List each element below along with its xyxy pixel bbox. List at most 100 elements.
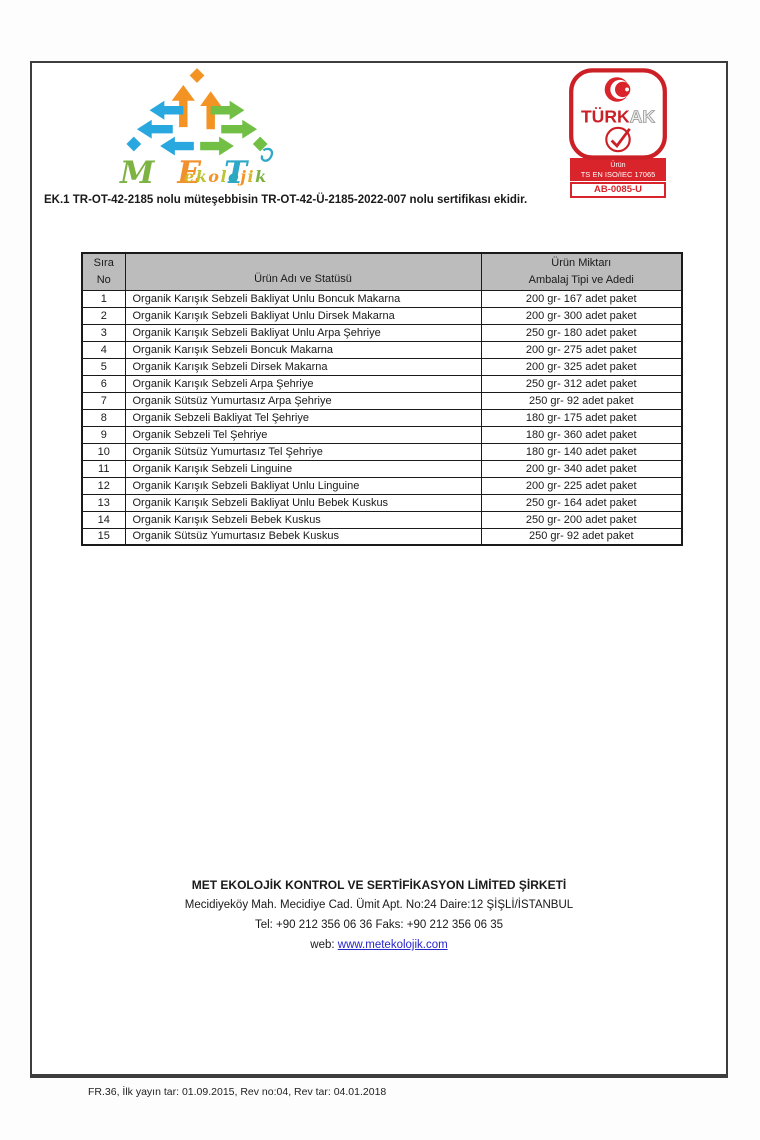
table-row: 9 Organik Sebzeli Tel Şehriye 180 gr- 360 …: [81, 425, 683, 444]
table-row: 11 Organik Karışık Sebzeli Linguine 200 gr…: [81, 459, 683, 478]
product-qty-cell: 200 gr- 275 adet paket: [480, 340, 683, 359]
row-number-cell: 11: [81, 459, 126, 478]
company-name: MET EKOLOJİK KONTROL VE SERTİFİKASYON Lİ…: [191, 878, 567, 892]
header-miktar-line2: Ambalaj Tipi ve Adedi: [528, 273, 634, 286]
product-qty-cell: 200 gr- 325 adet paket: [480, 357, 683, 376]
row-number-cell: 6: [81, 374, 126, 393]
product-name-cell: Organik Karışık Sebzeli Bakliyat Unlu Ar…: [124, 323, 482, 342]
row-number-cell: 13: [81, 493, 126, 512]
product-name-cell: Organik Sütsüz Yumurtasız Arpa Şehriye: [124, 391, 482, 410]
product-name-cell: Organik Sütsüz Yumurtasız Tel Şehriye: [124, 442, 482, 461]
product-qty-cell: 250 gr- 312 adet paket: [480, 374, 683, 393]
header-no: No: [96, 273, 111, 286]
row-number-cell: 5: [81, 357, 126, 376]
row-number-cell: 4: [81, 340, 126, 359]
met-tagline: ekolojik: [184, 167, 268, 186]
table-row: 5 Organik Karışık Sebzeli Dirsek Makarna 2…: [81, 357, 683, 376]
company-address: Mecidiyeköy Mah. Mecidiye Cad. Ümit Apt.…: [184, 899, 574, 911]
website-link[interactable]: www.metekolojik.com: [337, 939, 448, 951]
table-row: 7 Organik Sütsüz Yumurtasız Arpa Şehriye 2…: [81, 391, 683, 410]
product-name-cell: Organik Sütsüz Yumurtasız Bebek Kuskus: [124, 527, 482, 546]
product-qty-cell: 250 gr- 92 adet paket: [480, 527, 683, 546]
table-row: 13 Organik Karışık Sebzeli Bakliyat Unlu …: [81, 493, 683, 512]
logo-letter: k: [195, 167, 209, 186]
table-row: 3 Organik Karışık Sebzeli Bakliyat Unlu A…: [81, 323, 683, 342]
product-name-cell: Organik Karışık Sebzeli Boncuk Makarna: [124, 340, 482, 359]
company-web-line: web: www.metekolojik.com: [32, 935, 726, 955]
logo-letter: M: [120, 155, 155, 191]
turkak-logo: TÜRKAK Ürün TS EN ISO/IEC 17065 AB-0085-…: [568, 68, 668, 198]
header-sira-no: Sıra No: [81, 252, 126, 291]
product-qty-cell: 250 gr- 92 adet paket: [480, 391, 683, 410]
table-row: 10 Organik Sütsüz Yumurtasız Tel Şehriye 1…: [81, 442, 683, 461]
product-name-cell: Organik Karışık Sebzeli Arpa Şehriye: [124, 374, 482, 393]
table-row: 2 Organik Karışık Sebzeli Bakliyat Unlu D…: [81, 306, 683, 325]
table-header-row: Sıra No Ürün Adı ve Statüsü Ürün Miktarı…: [81, 252, 683, 291]
product-name-cell: Organik Sebzeli Tel Şehriye: [124, 425, 482, 444]
table-row: 6 Organik Karışık Sebzeli Arpa Şehriye 250…: [81, 374, 683, 393]
table-row: 15 Organik Sütsüz Yumurtasız Bebek Kuskus…: [81, 527, 683, 546]
row-number-cell: 8: [81, 408, 126, 427]
product-qty-cell: 180 gr- 140 adet paket: [480, 442, 683, 461]
logo-letter: o: [208, 167, 221, 186]
header-urun-miktari: Ürün Miktarı Ambalaj Tipi ve Adedi: [480, 252, 683, 291]
logo-letter: e: [184, 167, 196, 186]
svg-text:TÜRKAK: TÜRKAK: [581, 106, 655, 126]
row-number-cell: 1: [81, 289, 126, 308]
product-qty-cell: 200 gr- 225 adet paket: [480, 476, 683, 495]
logo-letter: T: [223, 155, 248, 191]
product-name-cell: Organik Karışık Sebzeli Bakliyat Unlu Li…: [124, 476, 482, 495]
turkak-name-primary: TÜRK: [581, 106, 630, 126]
logo-letter: k: [255, 167, 268, 186]
web-label: web:: [310, 939, 335, 951]
turkak-name-secondary: AK: [630, 106, 656, 126]
company-block: MET EKOLOJİK KONTROL VE SERTİFİKASYON Lİ…: [32, 875, 726, 955]
turkak-scope-line2: TS EN ISO/IEC 17065: [580, 170, 656, 179]
row-number-cell: 12: [81, 476, 126, 495]
turkak-accreditation-number: AB-0085-U: [570, 182, 666, 198]
logo-letter: o: [228, 167, 241, 186]
row-number-cell: 3: [81, 323, 126, 342]
product-name-cell: Organik Karışık Sebzeli Bakliyat Unlu Di…: [124, 306, 482, 325]
product-table-body: 1 Organik Karışık Sebzeli Bakliyat Unlu B…: [81, 289, 683, 546]
turkak-scope-box: Ürün TS EN ISO/IEC 17065: [570, 158, 666, 181]
header-urun-adi: Ürün Adı ve Statüsü: [124, 252, 482, 291]
row-number-cell: 7: [81, 391, 126, 410]
product-qty-cell: 200 gr- 300 adet paket: [480, 306, 683, 325]
turkak-scope-line1: Ürün: [610, 162, 626, 169]
annex-note: EK.1 TR-OT-42-2185 nolu müteşebbisin TR-…: [44, 194, 528, 206]
logo-letter: l: [220, 167, 229, 186]
row-number-cell: 10: [81, 442, 126, 461]
row-number-cell: 14: [81, 510, 126, 529]
company-phone: Tel: +90 212 356 06 36 Faks: +90 212 356…: [254, 919, 504, 931]
table-row: 4 Organik Karışık Sebzeli Boncuk Makarna 2…: [81, 340, 683, 359]
row-number-cell: 9: [81, 425, 126, 444]
logo-letter: j: [240, 167, 248, 186]
product-qty-cell: 250 gr- 200 adet paket: [480, 510, 683, 529]
logo-letter: E: [177, 155, 201, 191]
product-name-cell: Organik Karışık Sebzeli Bebek Kuskus: [124, 510, 482, 529]
row-number-cell: 15: [81, 527, 126, 546]
product-qty-cell: 250 gr- 180 adet paket: [480, 323, 683, 342]
row-number-cell: 2: [81, 306, 126, 325]
product-qty-cell: 180 gr- 360 adet paket: [480, 425, 683, 444]
product-name-cell: Organik Karışık Sebzeli Bakliyat Unlu Bo…: [124, 289, 482, 308]
header-miktar-line1: Ürün Miktarı: [551, 256, 612, 269]
product-table: Sıra No Ürün Adı ve Statüsü Ürün Miktarı…: [81, 252, 683, 546]
form-revision-note: FR.36, İlk yayın tar: 01.09.2015, Rev no…: [88, 1086, 387, 1098]
product-qty-cell: 180 gr- 175 adet paket: [480, 408, 683, 427]
logo-letter: i: [247, 167, 256, 186]
product-name-cell: Organik Sebzeli Bakliyat Tel Şehriye: [124, 408, 482, 427]
met-arrows-icon: [126, 68, 274, 162]
table-row: 12 Organik Karışık Sebzeli Bakliyat Unlu …: [81, 476, 683, 495]
table-row: 8 Organik Sebzeli Bakliyat Tel Şehriye 180…: [81, 408, 683, 427]
product-qty-cell: 200 gr- 167 adet paket: [480, 289, 683, 308]
product-qty-cell: 250 gr- 164 adet paket: [480, 493, 683, 512]
product-qty-cell: 200 gr- 340 adet paket: [480, 459, 683, 478]
table-row: 1 Organik Karışık Sebzeli Bakliyat Unlu B…: [81, 289, 683, 308]
product-name-cell: Organik Karışık Sebzeli Linguine: [124, 459, 482, 478]
